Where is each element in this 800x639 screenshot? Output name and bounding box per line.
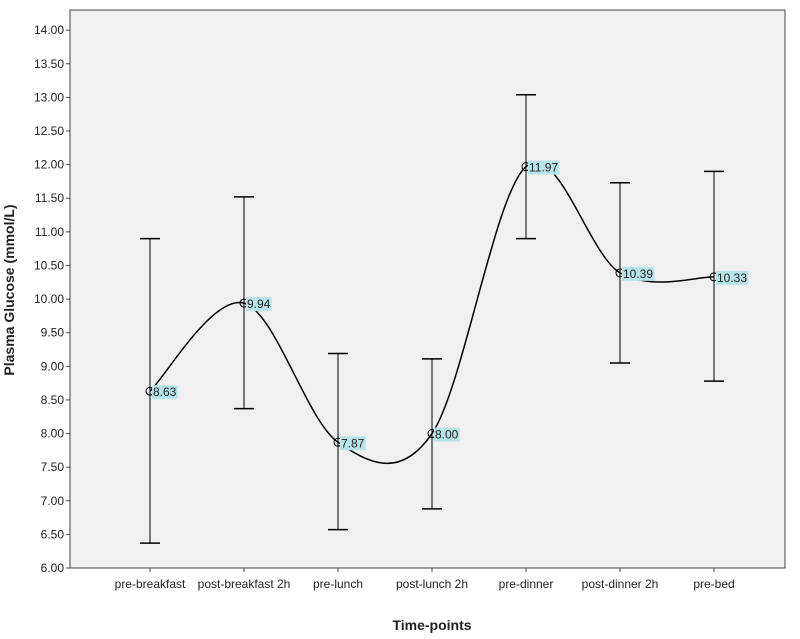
y-tick-label: 9.00 — [41, 359, 65, 373]
value-label: 9.94 — [247, 297, 271, 311]
value-label: 8.63 — [153, 385, 177, 399]
y-axis-label: Plasma Glucose (mmol/L) — [1, 204, 17, 375]
y-tick-label: 6.50 — [41, 527, 65, 541]
x-tick-label: post-lunch 2h — [395, 577, 469, 591]
y-tick-label: 13.00 — [34, 90, 64, 104]
value-label-bg — [340, 436, 366, 451]
y-tick-label: 8.00 — [41, 427, 65, 441]
x-axis-label: Time-points — [392, 617, 471, 633]
x-tick-label: post-dinner 2h — [581, 577, 659, 591]
x-tick-label: pre-lunch — [312, 577, 364, 591]
value-label-bg — [246, 297, 272, 312]
value-label: 11.97 — [529, 161, 558, 175]
x-tick-label: pre-bed — [693, 577, 735, 591]
plot-area — [69, 9, 786, 569]
y-tick-label: 9.50 — [41, 326, 65, 340]
y-tick-label: 8.50 — [41, 393, 65, 407]
y-tick-label: 14.00 — [34, 23, 64, 37]
y-tick-label: 10.00 — [34, 292, 64, 306]
x-tick-label: post-breakfast 2h — [197, 577, 291, 591]
y-tick-label: 12.00 — [34, 158, 64, 172]
x-tick-label: pre-dinner — [498, 577, 554, 591]
y-tick-label: 11.50 — [35, 191, 64, 205]
y-tick-label: 12.50 — [34, 124, 64, 138]
value-label-bg — [622, 266, 655, 281]
value-label-bg — [434, 427, 460, 442]
value-label: 10.39 — [623, 267, 653, 281]
y-tick-label: 11.00 — [35, 225, 64, 239]
x-tick-label: pre-breakfast — [114, 577, 186, 591]
y-tick-label: 10.50 — [34, 258, 64, 272]
value-label-bg — [528, 160, 560, 175]
value-label: 7.87 — [341, 436, 365, 450]
value-label: 10.33 — [717, 271, 747, 285]
value-label: 8.00 — [435, 428, 459, 442]
value-label-bg — [152, 385, 178, 400]
y-tick-label: 13.50 — [34, 57, 64, 71]
value-label-bg — [716, 270, 749, 285]
y-tick-label: 7.00 — [41, 494, 65, 508]
y-tick-label: 6.00 — [41, 561, 65, 575]
y-tick-label: 7.50 — [41, 460, 65, 474]
